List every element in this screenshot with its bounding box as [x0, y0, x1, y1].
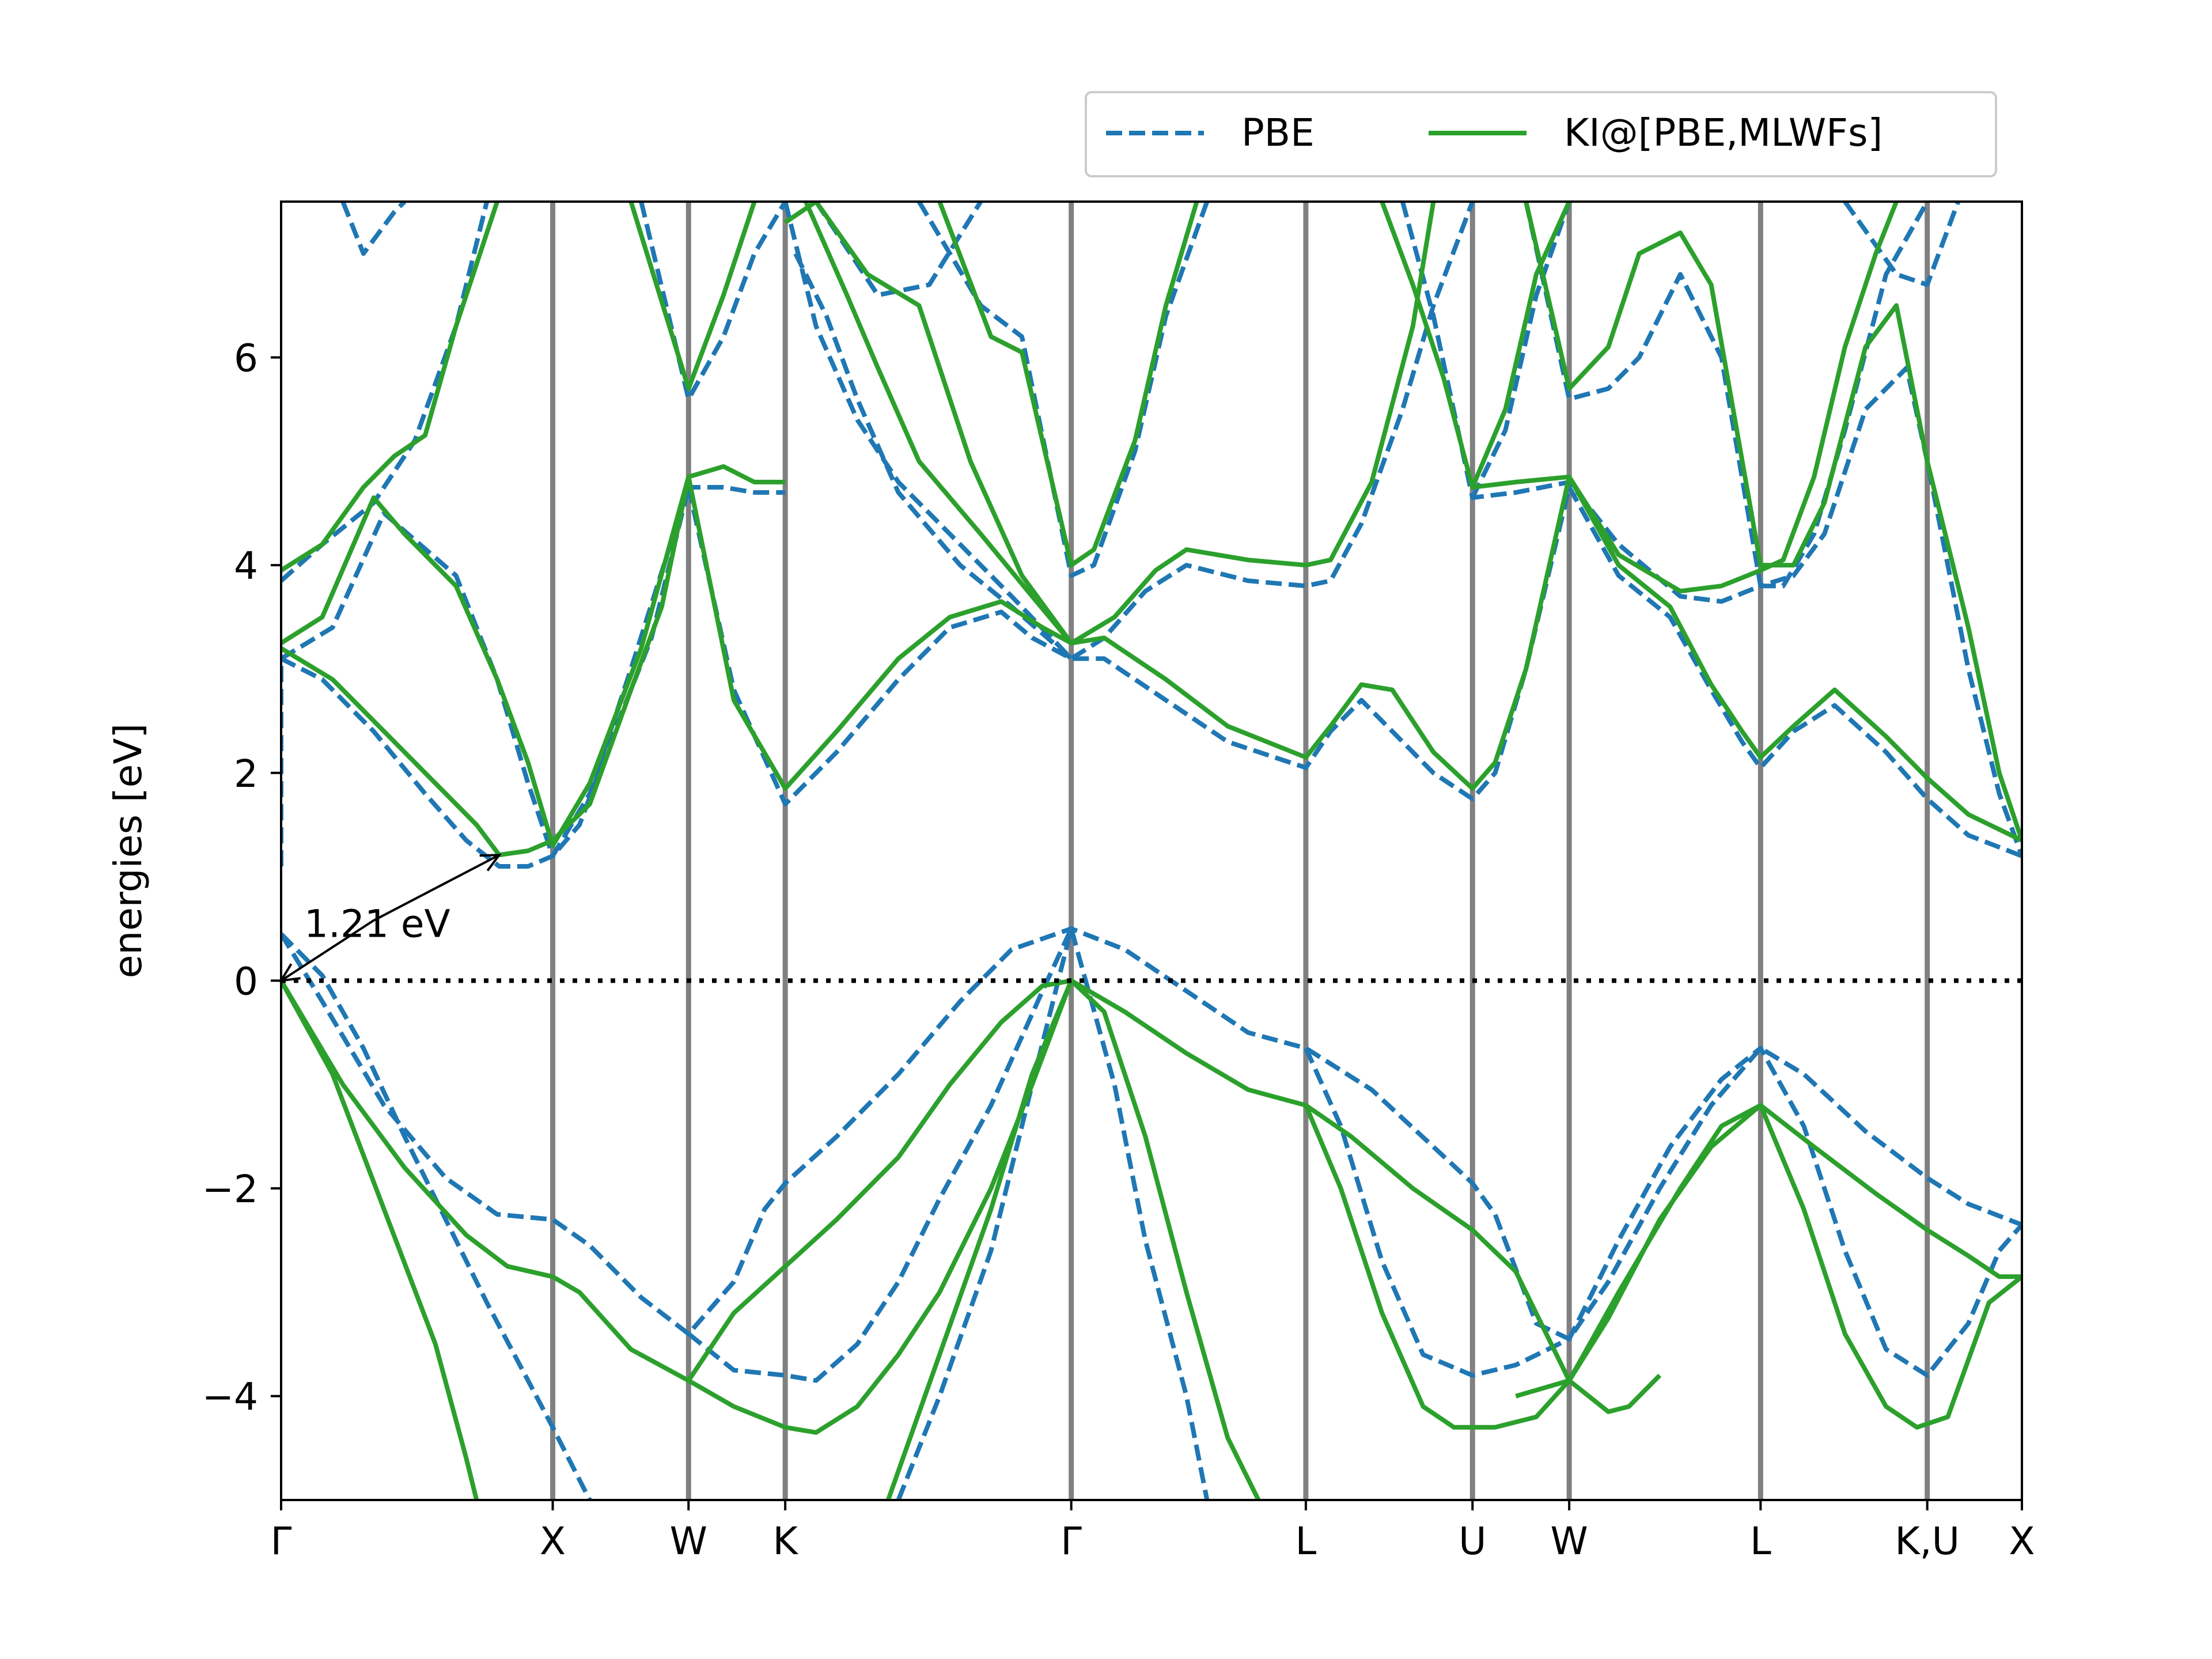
- pbe-band-line: [1403, 202, 1927, 601]
- x-tick-label: Γ: [1060, 1519, 1082, 1563]
- x-tick-label: K: [773, 1519, 799, 1563]
- pbe-band-line: [343, 202, 404, 253]
- y-tick-label: 6: [234, 336, 258, 380]
- y-tick-label: −2: [202, 1167, 258, 1211]
- x-tick-label: W: [1551, 1519, 1588, 1563]
- pbe-band-line: [796, 253, 1071, 658]
- x-tick-label: X: [2009, 1519, 2035, 1563]
- pbe-band-line: [785, 202, 1472, 658]
- y-tick-label: 0: [234, 959, 258, 1003]
- legend: PBE KI@[PBE,MLWFs]: [1086, 92, 1996, 176]
- pbe-band-line: [688, 929, 1071, 1380]
- pbe-band-line: [899, 929, 1207, 1500]
- y-tick-label: 2: [234, 752, 258, 796]
- y-axis-label: energies [eV]: [106, 724, 150, 978]
- y-tick-label: −4: [202, 1375, 258, 1419]
- gap-annotation: 1.21 eV: [281, 855, 499, 980]
- x-tick-label: Γ: [271, 1519, 292, 1563]
- ki-band-line: [785, 202, 1071, 643]
- x-tick-label: X: [540, 1519, 566, 1563]
- ki-band-line: [281, 467, 785, 846]
- ki-band-line: [688, 477, 1569, 789]
- x-tick-label: U: [1459, 1519, 1486, 1563]
- legend-label-ki: KI@[PBE,MLWFs]: [1564, 111, 1883, 155]
- ki-band-line: [281, 477, 688, 855]
- ki-band-line: [806, 202, 1433, 643]
- y-axis: −4 −2 0 2 4 6: [202, 336, 281, 1419]
- legend-label-pbe: PBE: [1241, 111, 1315, 155]
- pbe-band-line: [1845, 202, 1959, 285]
- y-tick-label: 4: [234, 544, 258, 588]
- kpoint-lines: [553, 202, 1927, 1500]
- x-tick-label: K,U: [1895, 1519, 1960, 1563]
- pbe-band-line: [281, 202, 487, 581]
- ki-band-line: [940, 202, 1197, 565]
- ki-band-line: [281, 980, 476, 1500]
- ki-band-line: [1516, 1376, 1660, 1412]
- x-tick-label: L: [1750, 1519, 1771, 1563]
- x-axis: Γ X W K Γ L U W L K,U X: [271, 1500, 2035, 1563]
- x-tick-label: L: [1296, 1519, 1317, 1563]
- x-tick-label: W: [670, 1519, 707, 1563]
- gap-annotation-label: 1.21 eV: [304, 902, 450, 946]
- ki-band-line: [281, 980, 1259, 1500]
